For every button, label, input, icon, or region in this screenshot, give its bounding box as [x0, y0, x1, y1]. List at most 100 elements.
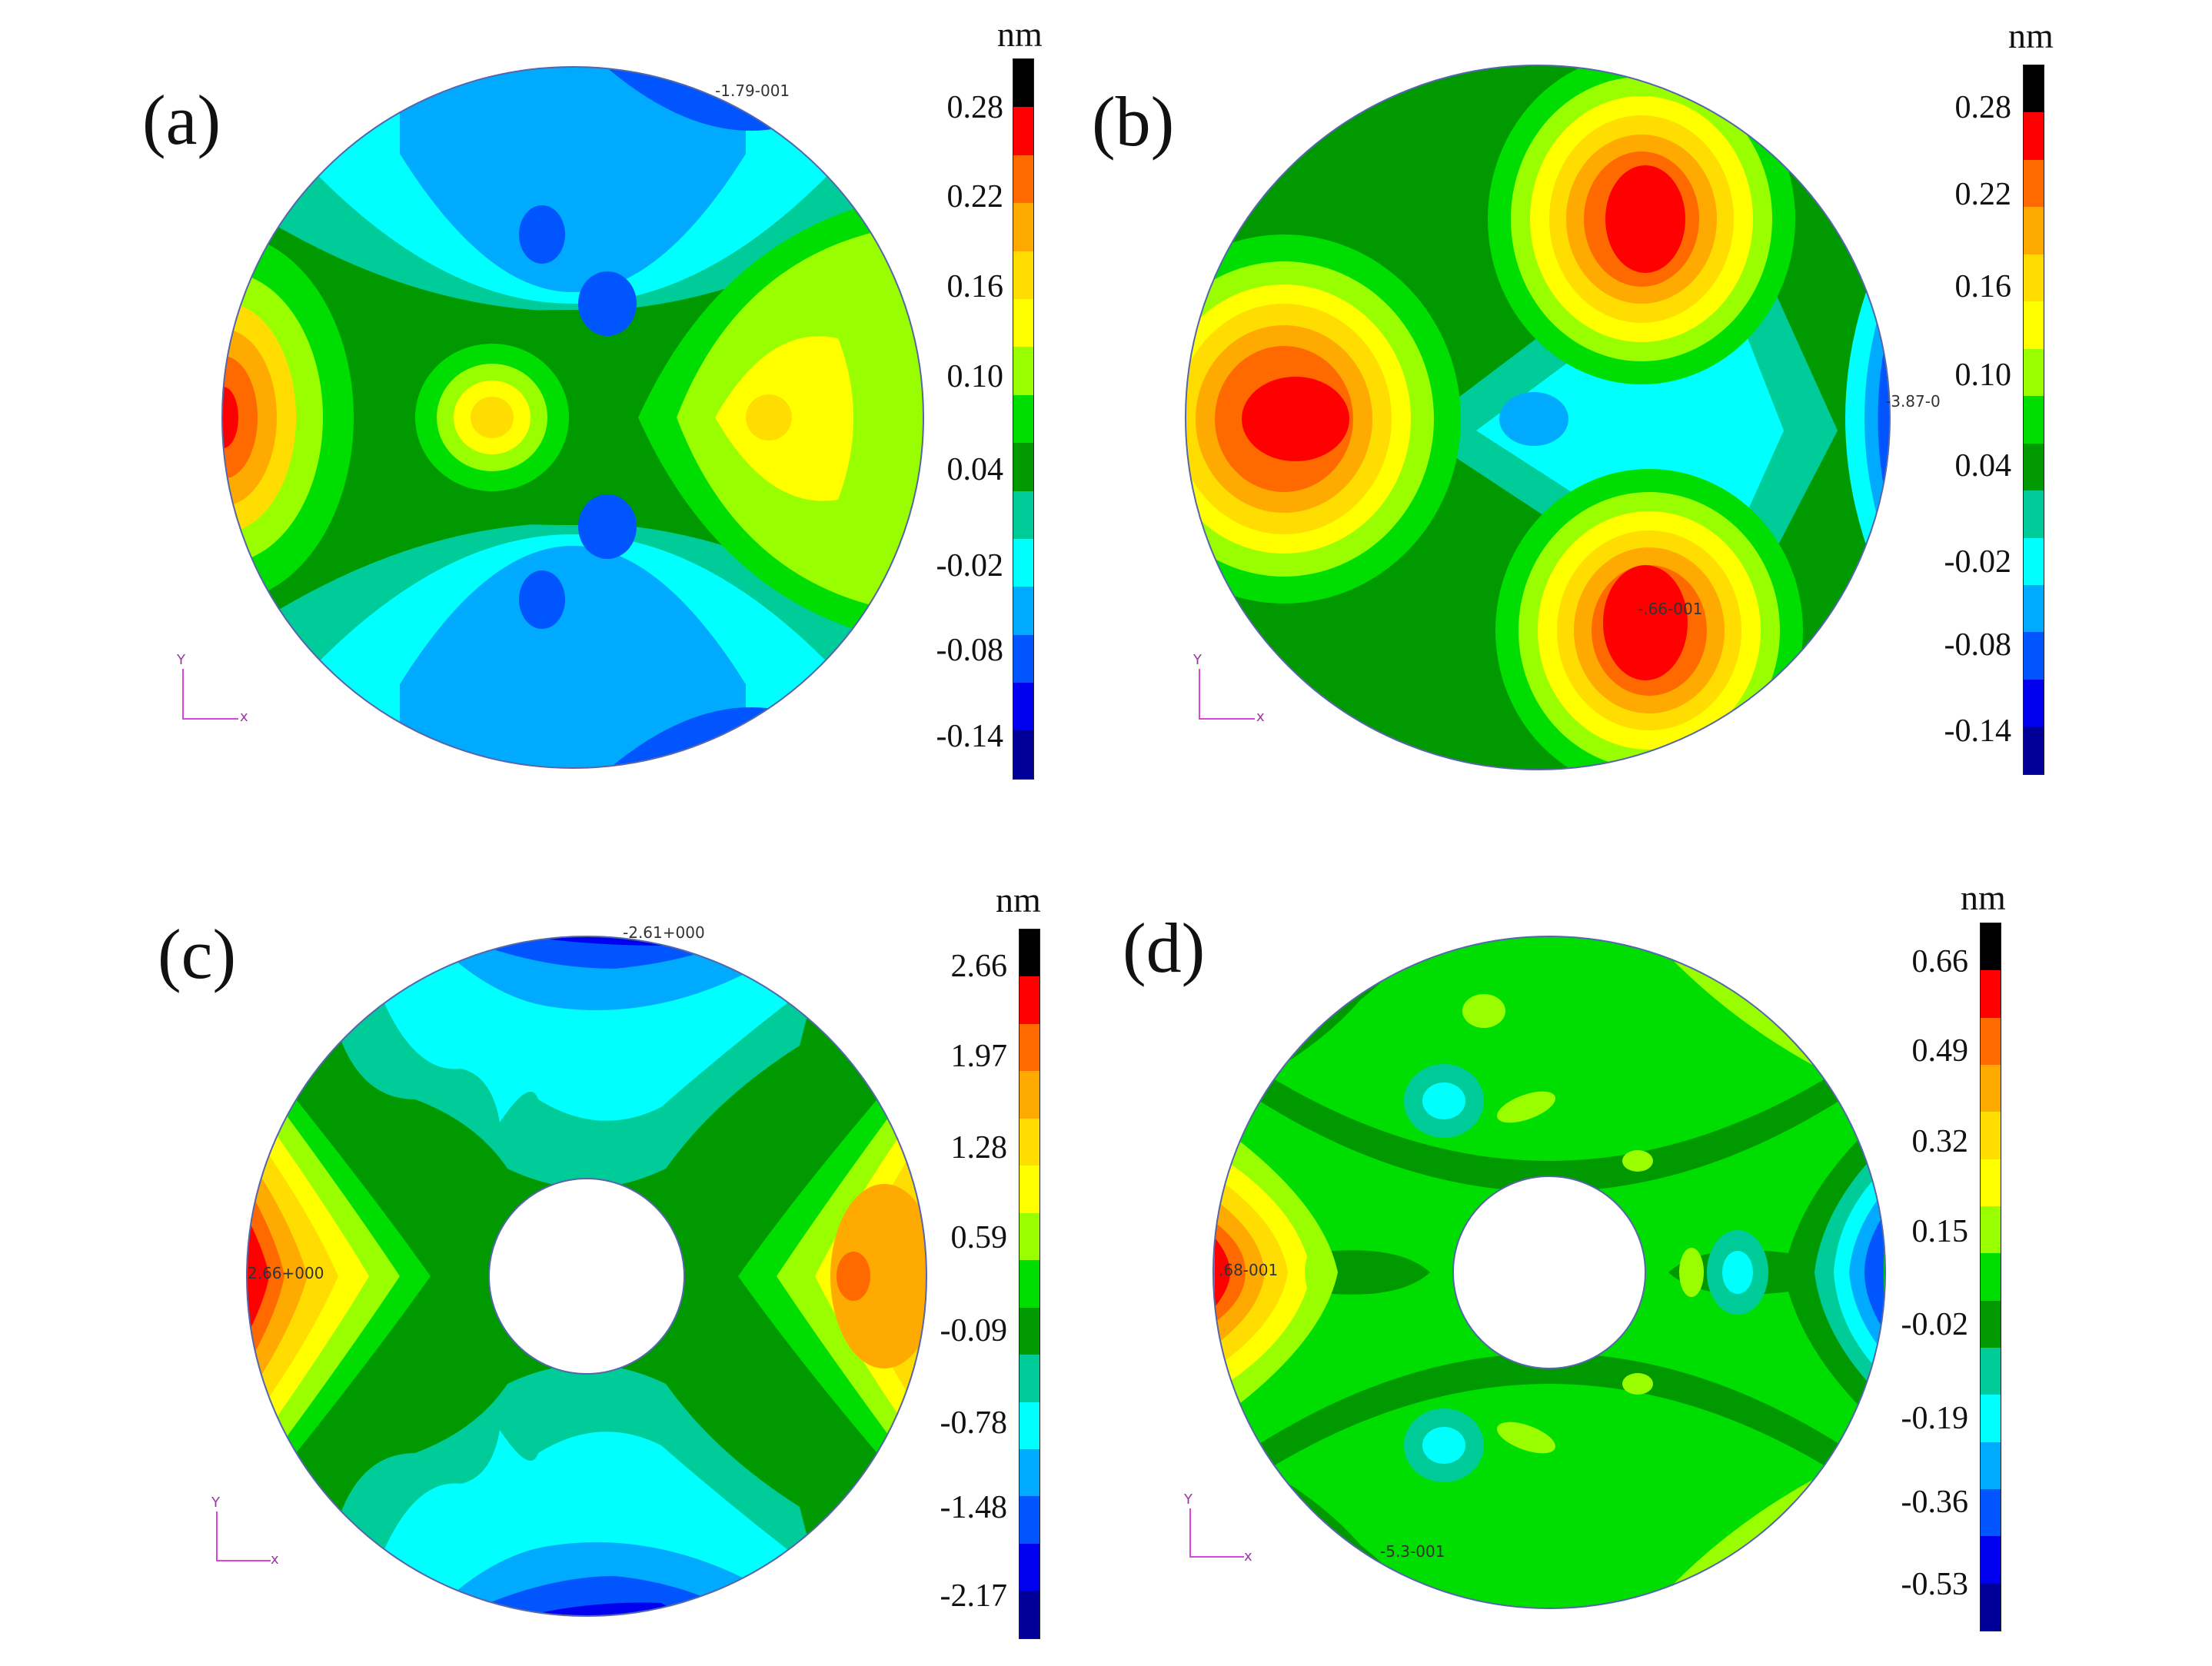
panel-c: (c) [0, 846, 1107, 1666]
extreme-value-annotation: 2.66+000 [248, 1264, 324, 1282]
colorbar-swatch [1020, 1212, 1039, 1261]
contour-map [1185, 65, 1891, 770]
colorbar-tick: -0.36 [1901, 1485, 1969, 1520]
colorbar-swatch [2024, 254, 2044, 302]
panel-b: (b) [1092, 0, 2212, 830]
colorbar-swatch [1981, 1159, 2001, 1206]
colorbar-unit: nm [2008, 16, 2054, 55]
colorbar-tick: 0.10 [1954, 357, 2012, 393]
colorbar-swatch [1020, 1543, 1039, 1591]
colorbar-swatch [1020, 1496, 1039, 1544]
y-axis-label: Y [177, 652, 185, 668]
colorbar-tick: 0.10 [946, 359, 1004, 394]
colorbar-swatch [1981, 970, 2001, 1018]
colorbar-swatch [1013, 730, 1033, 779]
colorbar-swatch [1981, 1112, 2001, 1159]
colorbar-tick: -0.02 [1901, 1307, 1969, 1342]
colorbar-swatch [1013, 490, 1033, 539]
colorbar-swatch [2024, 207, 2044, 254]
colorbar-swatch [2024, 348, 2044, 397]
colorbar-swatch [2024, 443, 2044, 491]
colorbar-tick: 0.66 [1911, 944, 1969, 979]
colorbar-swatch [1020, 1402, 1039, 1449]
colorbar-swatch [1020, 1071, 1039, 1119]
panel-label: (d) [1123, 909, 1206, 987]
colorbar-swatch [1013, 251, 1033, 299]
y-axis-label: Y [211, 1495, 220, 1511]
colorbar-swatch [1981, 1064, 2001, 1112]
colorbar-tick: -0.02 [936, 548, 1004, 584]
colorbar-tick: 0.04 [1954, 448, 2012, 484]
y-axis-label: Y [1184, 1491, 1192, 1508]
colorbar-tick: -0.14 [936, 719, 1004, 754]
colorbar-swatch [2024, 65, 2044, 113]
colorbar-swatch [1981, 1017, 2001, 1065]
colorbar-tick: 0.15 [1911, 1214, 1969, 1249]
colorbar-swatch [1020, 1023, 1039, 1072]
contour-map [182, 66, 924, 769]
colorbar-tick: 0.22 [946, 179, 1004, 214]
colorbar-swatch [2024, 396, 2044, 444]
colorbar-tick: -0.08 [1944, 627, 2012, 663]
panel-label: (c) [158, 915, 237, 993]
colorbar-swatch [1020, 1118, 1039, 1166]
colorbar-swatch [1013, 155, 1033, 204]
colorbar-swatch [1013, 538, 1033, 587]
colorbar [1019, 929, 1040, 1639]
colorbar-swatch [1020, 1448, 1039, 1497]
extreme-value-annotation: -2.61+000 [623, 923, 705, 942]
panel-d: (d) [1107, 846, 2212, 1666]
colorbar [1980, 923, 2001, 1631]
colorbar-swatch [1020, 976, 1039, 1024]
colorbar-swatch [1013, 347, 1033, 395]
x-axis-label: x [1244, 1548, 1252, 1565]
colorbar-swatch [1981, 1253, 2001, 1301]
panel-label: (a) [142, 81, 221, 159]
extreme-value-annotation: -1.79-001 [715, 81, 790, 100]
colorbar-swatch [1981, 1536, 2001, 1584]
panel-label: (b) [1092, 82, 1175, 161]
x-axis-label: x [240, 709, 248, 725]
extreme-value-annotation: -.66-001 [1638, 600, 1703, 618]
colorbar-swatch [1013, 587, 1033, 635]
colorbar-swatch [1020, 1260, 1039, 1308]
colorbar-tick: 1.97 [950, 1039, 1008, 1074]
colorbar-swatch [2024, 537, 2044, 585]
colorbar-tick: -0.14 [1944, 713, 2012, 749]
colorbar-swatch [2024, 490, 2044, 538]
colorbar-swatch [1020, 1355, 1039, 1402]
colorbar-tick: 0.49 [1911, 1033, 1969, 1069]
colorbar-swatch [1981, 1583, 2001, 1631]
colorbar-swatch [1020, 1166, 1039, 1213]
colorbar-tick: 2.66 [950, 949, 1008, 984]
colorbar-swatch [1013, 443, 1033, 491]
colorbar-unit: nm [1961, 878, 2006, 917]
colorbar-tick: 0.04 [946, 452, 1004, 487]
colorbar-tick: -0.78 [940, 1405, 1008, 1441]
contour-map [1189, 923, 1907, 1630]
panel-a: (a) [0, 0, 1107, 830]
colorbar-swatch [1020, 929, 1039, 977]
colorbar-swatch [1020, 1591, 1039, 1638]
colorbar-unit: nm [996, 880, 1041, 919]
y-axis-label: Y [1193, 652, 1202, 668]
extreme-value-annotation: .68-001 [1219, 1261, 1279, 1279]
colorbar-swatch [1981, 1395, 2001, 1442]
colorbar-swatch [2024, 159, 2044, 208]
colorbar-tick: 1.28 [950, 1130, 1008, 1166]
colorbar-swatch [1013, 394, 1033, 444]
colorbar-swatch [1013, 107, 1033, 155]
colorbar-swatch [1981, 1205, 2001, 1254]
extreme-value-annotation: -3.87-0 [1885, 392, 1941, 411]
colorbar-swatch [1013, 683, 1033, 731]
colorbar-swatch [2024, 679, 2044, 727]
colorbar-tick: 0.22 [1954, 177, 2012, 212]
x-axis-label: x [271, 1551, 279, 1568]
colorbar-tick: 0.16 [946, 269, 1004, 304]
colorbar-tick: 0.28 [946, 90, 1004, 125]
colorbar-swatch [1013, 634, 1033, 683]
colorbar-swatch [1013, 59, 1033, 108]
colorbar-tick: 0.16 [1954, 269, 2012, 304]
colorbar-swatch [1981, 923, 2001, 971]
colorbar-swatch [2024, 584, 2044, 633]
